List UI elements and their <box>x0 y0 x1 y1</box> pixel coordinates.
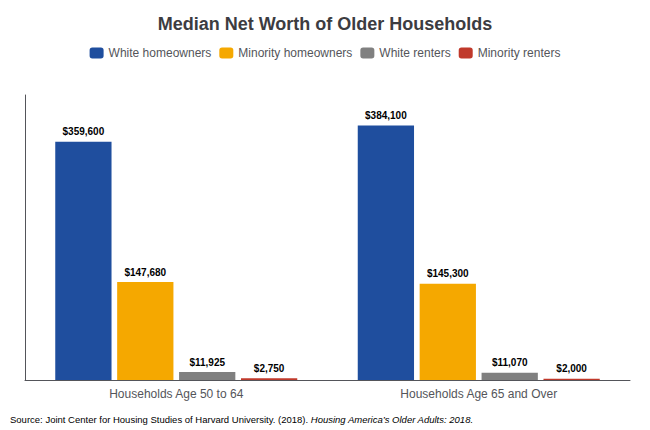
svg-text:$145,300: $145,300 <box>427 268 469 279</box>
svg-text:Minority renters: Minority renters <box>478 46 561 60</box>
svg-text:$147,680: $147,680 <box>124 267 166 278</box>
svg-text:White homeowners: White homeowners <box>109 46 212 60</box>
svg-text:Households Age 50 to 64: Households Age 50 to 64 <box>109 387 243 401</box>
svg-text:$11,925: $11,925 <box>189 357 225 368</box>
svg-text:Source: Joint Center for Housi: Source: Joint Center for Housing Studies… <box>10 414 308 425</box>
svg-text:Households Age 65 and Over: Households Age 65 and Over <box>400 387 557 401</box>
svg-text:Housing America’s Older Adults: Housing America’s Older Adults: 2018. <box>311 414 473 425</box>
svg-text:$2,750: $2,750 <box>254 363 285 374</box>
svg-text:Median Net Worth of Older Hous: Median Net Worth of Older Households <box>158 14 493 34</box>
svg-text:White renters: White renters <box>379 46 450 60</box>
svg-text:$384,100: $384,100 <box>365 110 407 121</box>
svg-text:$359,600: $359,600 <box>63 126 105 137</box>
svg-text:$2,000: $2,000 <box>556 363 587 374</box>
svg-text:$11,070: $11,070 <box>492 357 528 368</box>
svg-text:Minority homeowners: Minority homeowners <box>238 46 352 60</box>
